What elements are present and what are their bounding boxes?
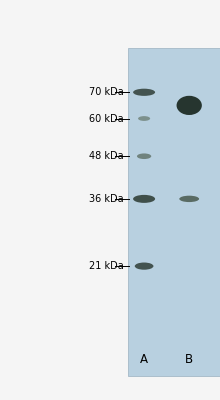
Ellipse shape	[133, 195, 155, 203]
Text: 21 kDa: 21 kDa	[89, 261, 124, 271]
Text: 36 kDa: 36 kDa	[89, 194, 124, 204]
Ellipse shape	[138, 116, 150, 121]
Text: A: A	[140, 353, 148, 366]
Text: 60 kDa: 60 kDa	[89, 114, 124, 124]
Text: 48 kDa: 48 kDa	[89, 151, 124, 161]
Bar	[128, 48, 220, 376]
Ellipse shape	[137, 154, 151, 159]
Text: 70 kDa: 70 kDa	[89, 87, 124, 97]
Ellipse shape	[179, 196, 199, 202]
Ellipse shape	[135, 262, 154, 270]
Ellipse shape	[177, 96, 202, 115]
Ellipse shape	[133, 89, 155, 96]
Text: B: B	[185, 353, 193, 366]
